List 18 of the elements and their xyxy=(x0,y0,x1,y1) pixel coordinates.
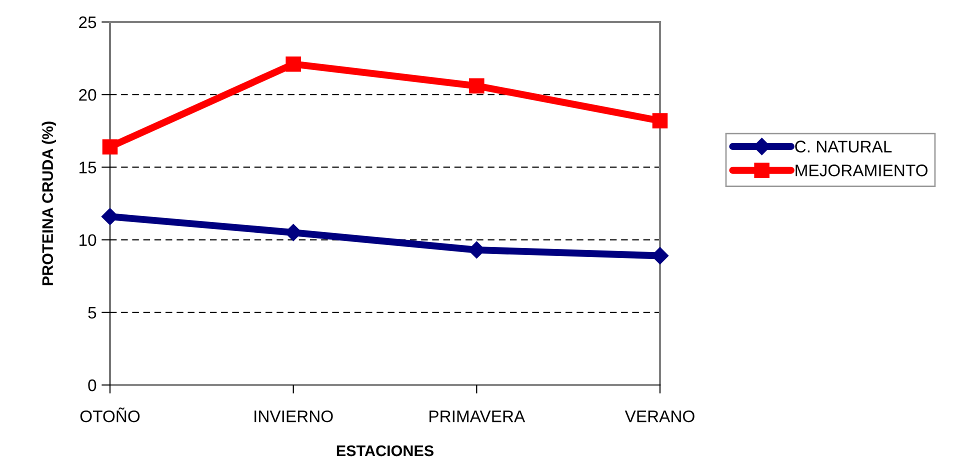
point xyxy=(102,139,118,155)
x-tick-label: INVIERNO xyxy=(254,410,333,422)
x-axis-title: ESTACIONES xyxy=(336,445,434,456)
y-tick-label: 0 xyxy=(88,379,96,392)
x-tick-label: PRIMAVERA xyxy=(430,410,526,422)
point xyxy=(652,113,668,128)
y-tick-label: 10 xyxy=(80,234,96,246)
legend-label: C. NATURAL xyxy=(795,140,892,152)
y-tick-label: 20 xyxy=(79,89,96,101)
legend-label: MEJORAMIENTO xyxy=(796,164,928,176)
x-tick-label: OTOÑO xyxy=(80,407,140,422)
point xyxy=(469,78,484,94)
point xyxy=(286,56,301,72)
x-tick-label: VERANO xyxy=(624,410,694,422)
y-tick-label: 15 xyxy=(80,162,96,174)
y-tick-label: 5 xyxy=(88,306,96,319)
y-axis-title: PROTEINA CRUDA (%) xyxy=(42,122,56,286)
y-tick-label: 25 xyxy=(79,16,96,28)
